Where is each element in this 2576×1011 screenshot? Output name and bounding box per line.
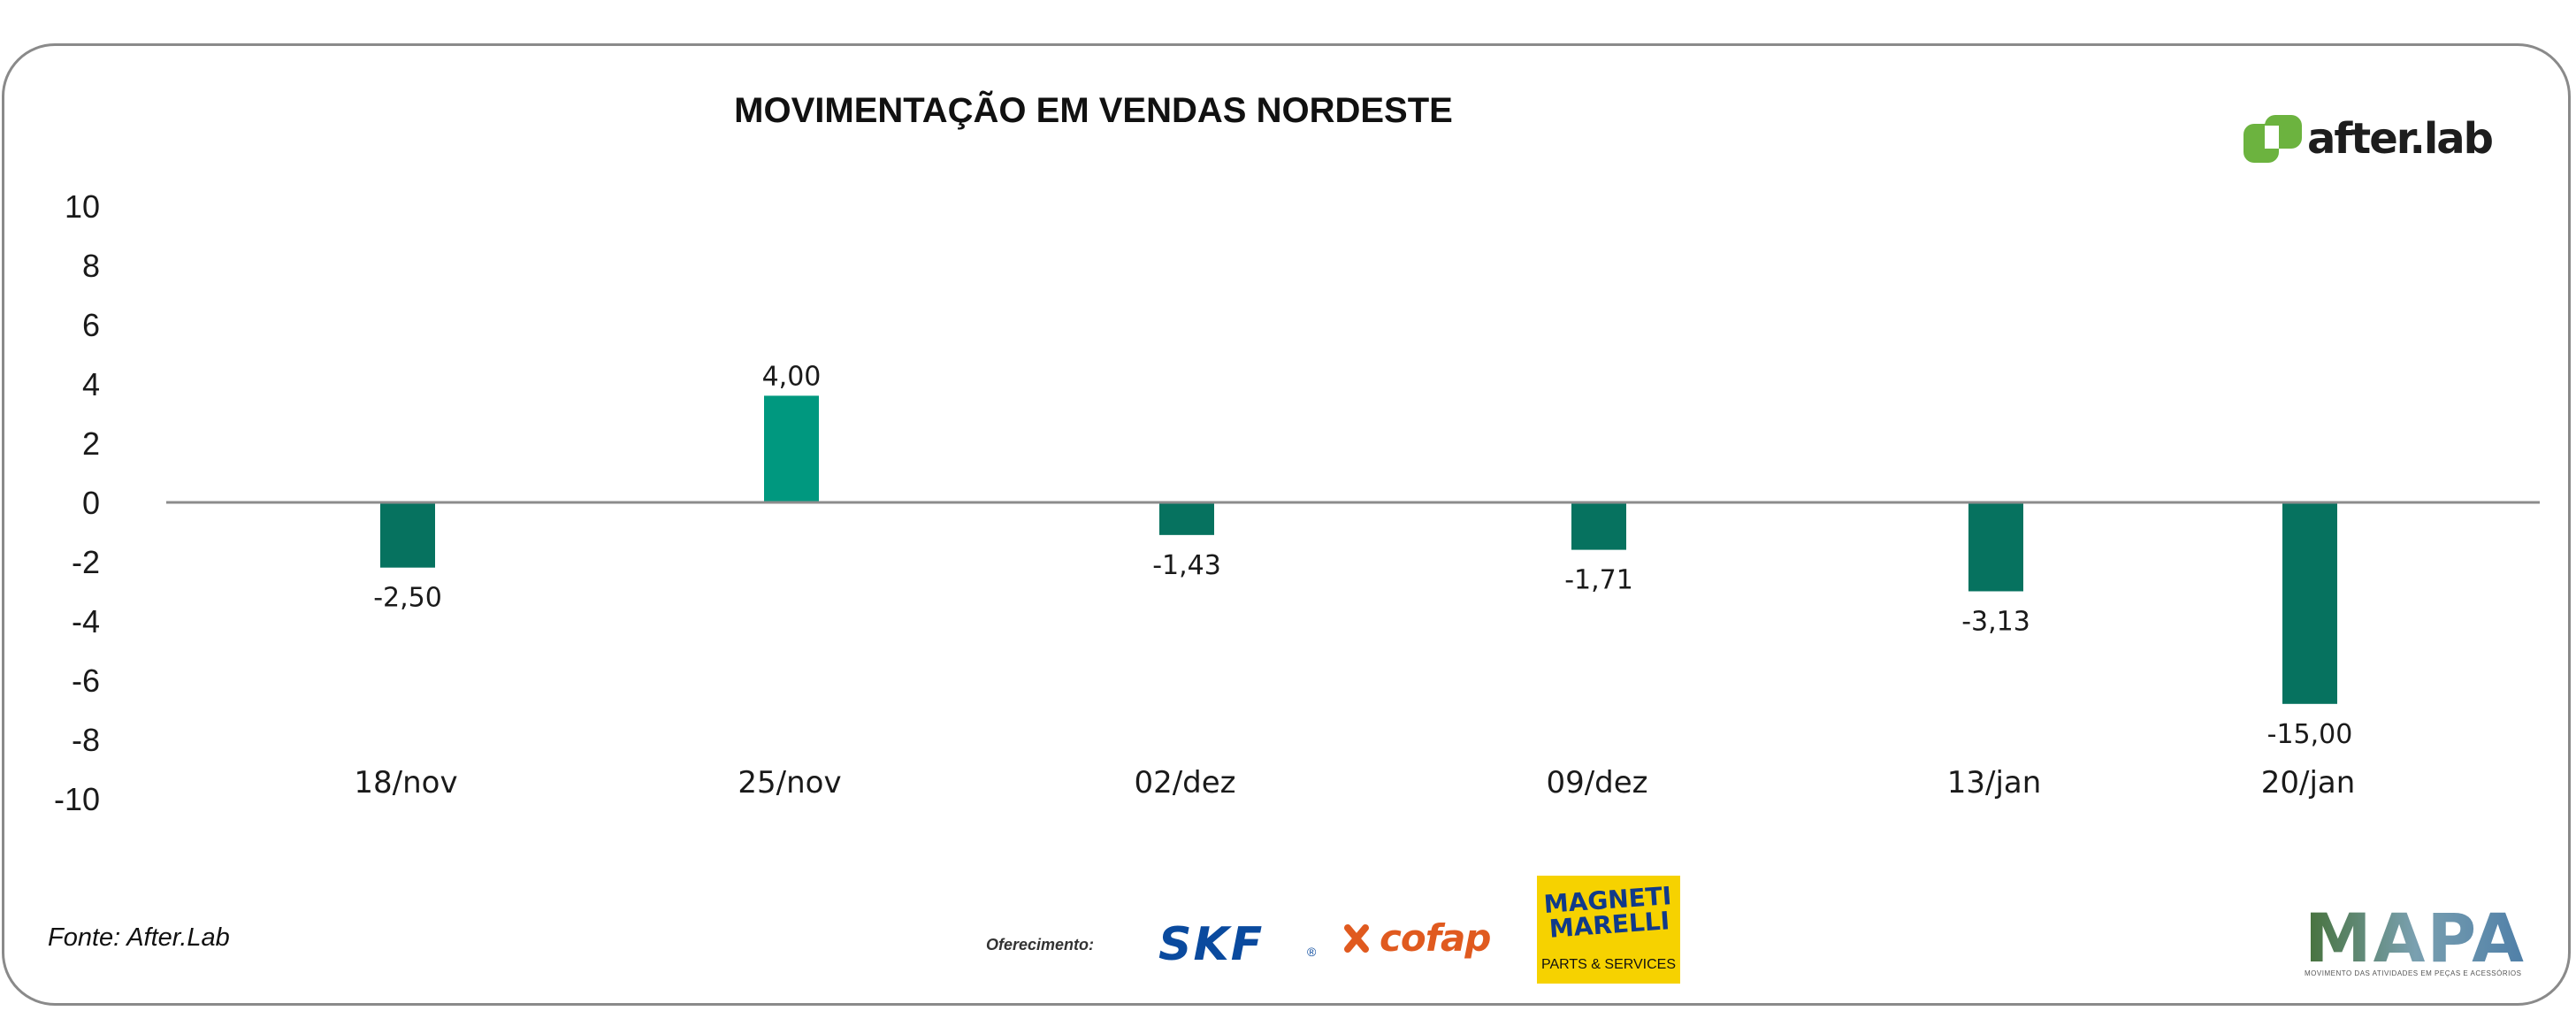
y-axis: 10 8 6 4 2 0 -2 -4 -6 -8 -10 [54,188,100,817]
cofap-wordmark: cofap [1380,916,1491,960]
bar-09-dez [1571,502,1626,550]
data-label: -15,00 [2267,719,2353,750]
y-tick-label: -10 [54,781,100,817]
chart-title: MOVIMENTAÇÃO EM VENDAS NORDESTE [734,91,1453,130]
data-label: -1,71 [1564,565,1633,596]
magneti-marelli-wordmark: MAGNETI MARELLI [1542,881,1673,944]
bar-13-jan [1968,502,2023,592]
magneti-marelli-logo: MAGNETI MARELLI PARTS & SERVICES [1537,876,1680,984]
y-tick-label: 0 [82,485,100,521]
sponsor-label: Oferecimento: [986,936,1095,954]
data-label: -2,50 [373,583,442,614]
x-tick-label: 02/dez [1134,765,1235,800]
y-tick-label: 4 [82,366,100,402]
y-tick-label: 6 [82,307,100,343]
bar-25-nov [764,395,819,502]
source-note: Fonte: After.Lab [48,923,230,952]
data-label: -1,43 [1152,550,1221,581]
y-tick-label: -6 [72,663,100,699]
bars [380,395,2337,704]
bar-02-dez [1159,502,1214,535]
y-tick-label: -2 [72,544,100,580]
y-tick-label: -4 [72,603,100,640]
mapa-wordmark: MAPA [2305,899,2526,977]
cofap-logo: cofap [1344,916,1491,960]
after-lab-wordmark: after.lab [2307,114,2494,164]
x-tick-label: 20/jan [2261,765,2356,800]
mapa-logo: MAPA MOVIMENTO DAS ATIVIDADES EM PEÇAS E… [2305,902,2524,982]
data-label: 4,00 [762,361,822,392]
bar-20-jan [2282,502,2337,704]
x-axis: 18/nov 25/nov 02/dez 09/dez 13/jan 20/jan [354,765,2355,800]
x-tick-label: 18/nov [354,765,457,800]
data-label: -3,13 [1961,607,2030,638]
y-tick-label: -8 [72,722,100,758]
bar-18-nov [380,502,435,568]
x-tick-label: 25/nov [738,765,841,800]
cofap-mark-icon [1344,923,1369,953]
y-tick-label: 8 [82,248,100,284]
y-tick-label: 10 [65,188,100,225]
x-tick-label: 09/dez [1546,765,1647,800]
y-tick-label: 2 [82,425,100,462]
registered-icon: ® [1307,945,1317,959]
x-tick-label: 13/jan [1947,765,2042,800]
mapa-subtitle: MOVIMENTO DAS ATIVIDADES EM PEÇAS E ACES… [2305,969,2522,977]
skf-logo: SKF [1158,918,1265,971]
after-lab-logo: after.lab [2242,111,2494,166]
data-labels: -2,50 4,00 -1,43 -1,71 -3,13 -15,00 [373,361,2352,749]
magneti-marelli-subtitle: PARTS & SERVICES [1540,957,1677,972]
after-lab-mark-icon [2243,115,2302,163]
